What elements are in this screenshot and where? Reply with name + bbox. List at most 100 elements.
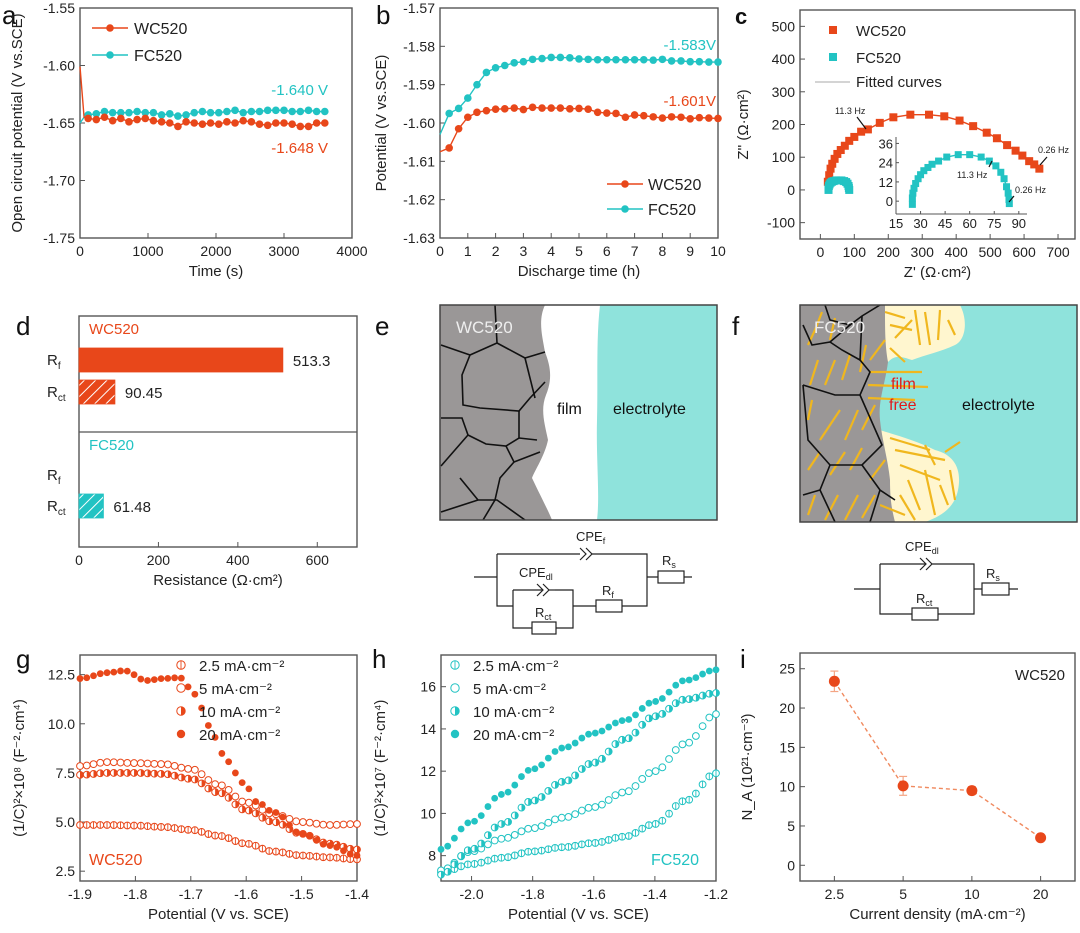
- data-point-fc520: [510, 59, 519, 67]
- data-point-circle-filled: [245, 785, 253, 793]
- data-point-circle-open: [123, 758, 132, 767]
- x-tick-label: 0: [436, 243, 444, 259]
- x-tick-label: 0: [76, 243, 84, 259]
- data-point-circle-open: [103, 758, 111, 767]
- data-point-wc520: [528, 103, 537, 112]
- data-point-circle-half-half: [467, 846, 472, 854]
- x-tick-label: -1.5: [290, 886, 314, 902]
- legend-label: 2.5 mA·cm⁻²: [473, 658, 558, 675]
- data-point-circle-half-half: [481, 840, 485, 847]
- data-point-circle-filled: [313, 837, 320, 844]
- y-tick-label: 0: [787, 857, 795, 873]
- data-point-circle-filled: [672, 681, 680, 689]
- data-point-circle-open: [312, 819, 321, 828]
- data-point-circle-filled: [457, 825, 465, 833]
- data-point-circle-half-half: [648, 714, 653, 722]
- data-point-fc520: [612, 55, 620, 64]
- data-point-circle-filled: [286, 821, 293, 829]
- data-point-fc520: [538, 54, 546, 63]
- y-tick-label: -1.62: [403, 192, 435, 208]
- data-point-circle-half-half: [201, 779, 205, 787]
- x-tick-label: -2.0: [459, 886, 483, 902]
- inset-data-point-fc520: [992, 162, 1000, 170]
- data-point-wc520: [850, 132, 859, 141]
- x-tick-label: 700: [1046, 244, 1070, 260]
- data-point-circle-filled: [279, 813, 287, 821]
- data-point-fc520: [547, 53, 555, 62]
- data-point-circle-half-half: [662, 710, 666, 718]
- sample-label: WC520: [89, 852, 142, 869]
- data-point-circle-open: [299, 818, 307, 826]
- data-point-wc520: [969, 122, 978, 131]
- data-point-circle-filled: [652, 698, 660, 705]
- bar-fc520-rct: [78, 493, 104, 519]
- x-tick-label: 7: [631, 243, 639, 259]
- data-point-fc520: [321, 107, 329, 116]
- data-point-circle-open: [184, 764, 192, 773]
- y-tick-label: -1.59: [403, 77, 435, 93]
- y-tick-label: 12.5: [48, 667, 75, 683]
- legend: WC520 FC520: [92, 21, 187, 65]
- data-point-fc520: [677, 57, 685, 65]
- data-point-circle-half-half: [575, 772, 579, 779]
- data-point-circle-open: [245, 798, 253, 807]
- data-point-circle-filled: [511, 781, 519, 789]
- data-point-wc520: [84, 114, 92, 123]
- data-point-circle-filled: [504, 788, 512, 796]
- data-point-circle-filled: [198, 704, 206, 712]
- inset-data-point-fc520: [924, 163, 932, 171]
- category-label: Rf: [47, 352, 61, 372]
- data-point-wc520: [247, 118, 256, 126]
- data-point-circle-half-half: [555, 781, 559, 789]
- data-point-circle-half-half: [595, 759, 599, 766]
- grain-boundaries: [802, 305, 896, 522]
- data-point-wc520: [100, 113, 109, 122]
- data-point-fc520: [117, 108, 125, 117]
- panel-letter-f: f: [732, 311, 740, 341]
- category-label: Rct: [47, 384, 66, 404]
- x-axis-label: Time (s): [189, 263, 243, 280]
- data-point-circle-open: [651, 767, 660, 776]
- data-point-wc520: [538, 104, 546, 112]
- y-tick-label: 25: [779, 661, 795, 677]
- data-point-wc520: [992, 134, 1001, 143]
- inset-x-tick-label: 90: [1012, 216, 1026, 231]
- inset-data-point-fc520: [914, 175, 922, 183]
- data-point-wc520: [830, 154, 839, 163]
- x-tick-label: 600: [306, 552, 330, 568]
- data-point-circle-half-half: [242, 805, 246, 813]
- data-point-fc520: [649, 56, 658, 64]
- data-point-circle-open: [658, 763, 667, 772]
- data-point-fc520: [667, 57, 676, 65]
- data-point-circle-open: [490, 836, 499, 845]
- sample-label-wc520: WC520: [456, 318, 513, 337]
- data-point-wc520: [255, 120, 264, 128]
- y-tick-label: -1.61: [403, 153, 435, 169]
- x-tick-label: 300: [911, 244, 935, 260]
- data-point-circle-filled: [76, 675, 84, 682]
- y-tick-label: 16: [420, 679, 436, 695]
- data-point-fc520: [705, 58, 713, 66]
- chart-h-mott-schottky-fc: -2.0 -1.8 -1.6 -1.4 -1.2 8 10 12 14 16 Potential (…: [372, 654, 728, 923]
- data-point-wc520: [836, 146, 845, 155]
- data-point-circle-open: [611, 791, 620, 800]
- data-point-fc520: [280, 106, 288, 115]
- data-point-circle-open: [645, 769, 653, 777]
- data-point-wc520: [906, 110, 915, 119]
- data-point-fc520: [288, 107, 296, 116]
- data-point-wc520: [198, 120, 207, 128]
- data-point-circle-open: [217, 781, 226, 790]
- data-point-wc520: [165, 119, 174, 127]
- cpe-f-label: CPEf: [576, 529, 606, 546]
- inset-data-point-fc520: [977, 153, 985, 161]
- data-point-circle-filled: [437, 845, 445, 853]
- data-point-circle-filled: [353, 852, 361, 859]
- x-tick-label: 100: [843, 244, 867, 260]
- inset-x-tick-label: 75: [987, 216, 1001, 231]
- data-point-circle-half-half: [642, 721, 646, 729]
- resistor-rs: [981, 582, 1010, 596]
- film-label: film: [891, 376, 916, 393]
- equivalent-circuit-e: [474, 547, 692, 635]
- x-tick-label: 500: [978, 244, 1002, 260]
- data-point-circle-filled: [123, 667, 131, 675]
